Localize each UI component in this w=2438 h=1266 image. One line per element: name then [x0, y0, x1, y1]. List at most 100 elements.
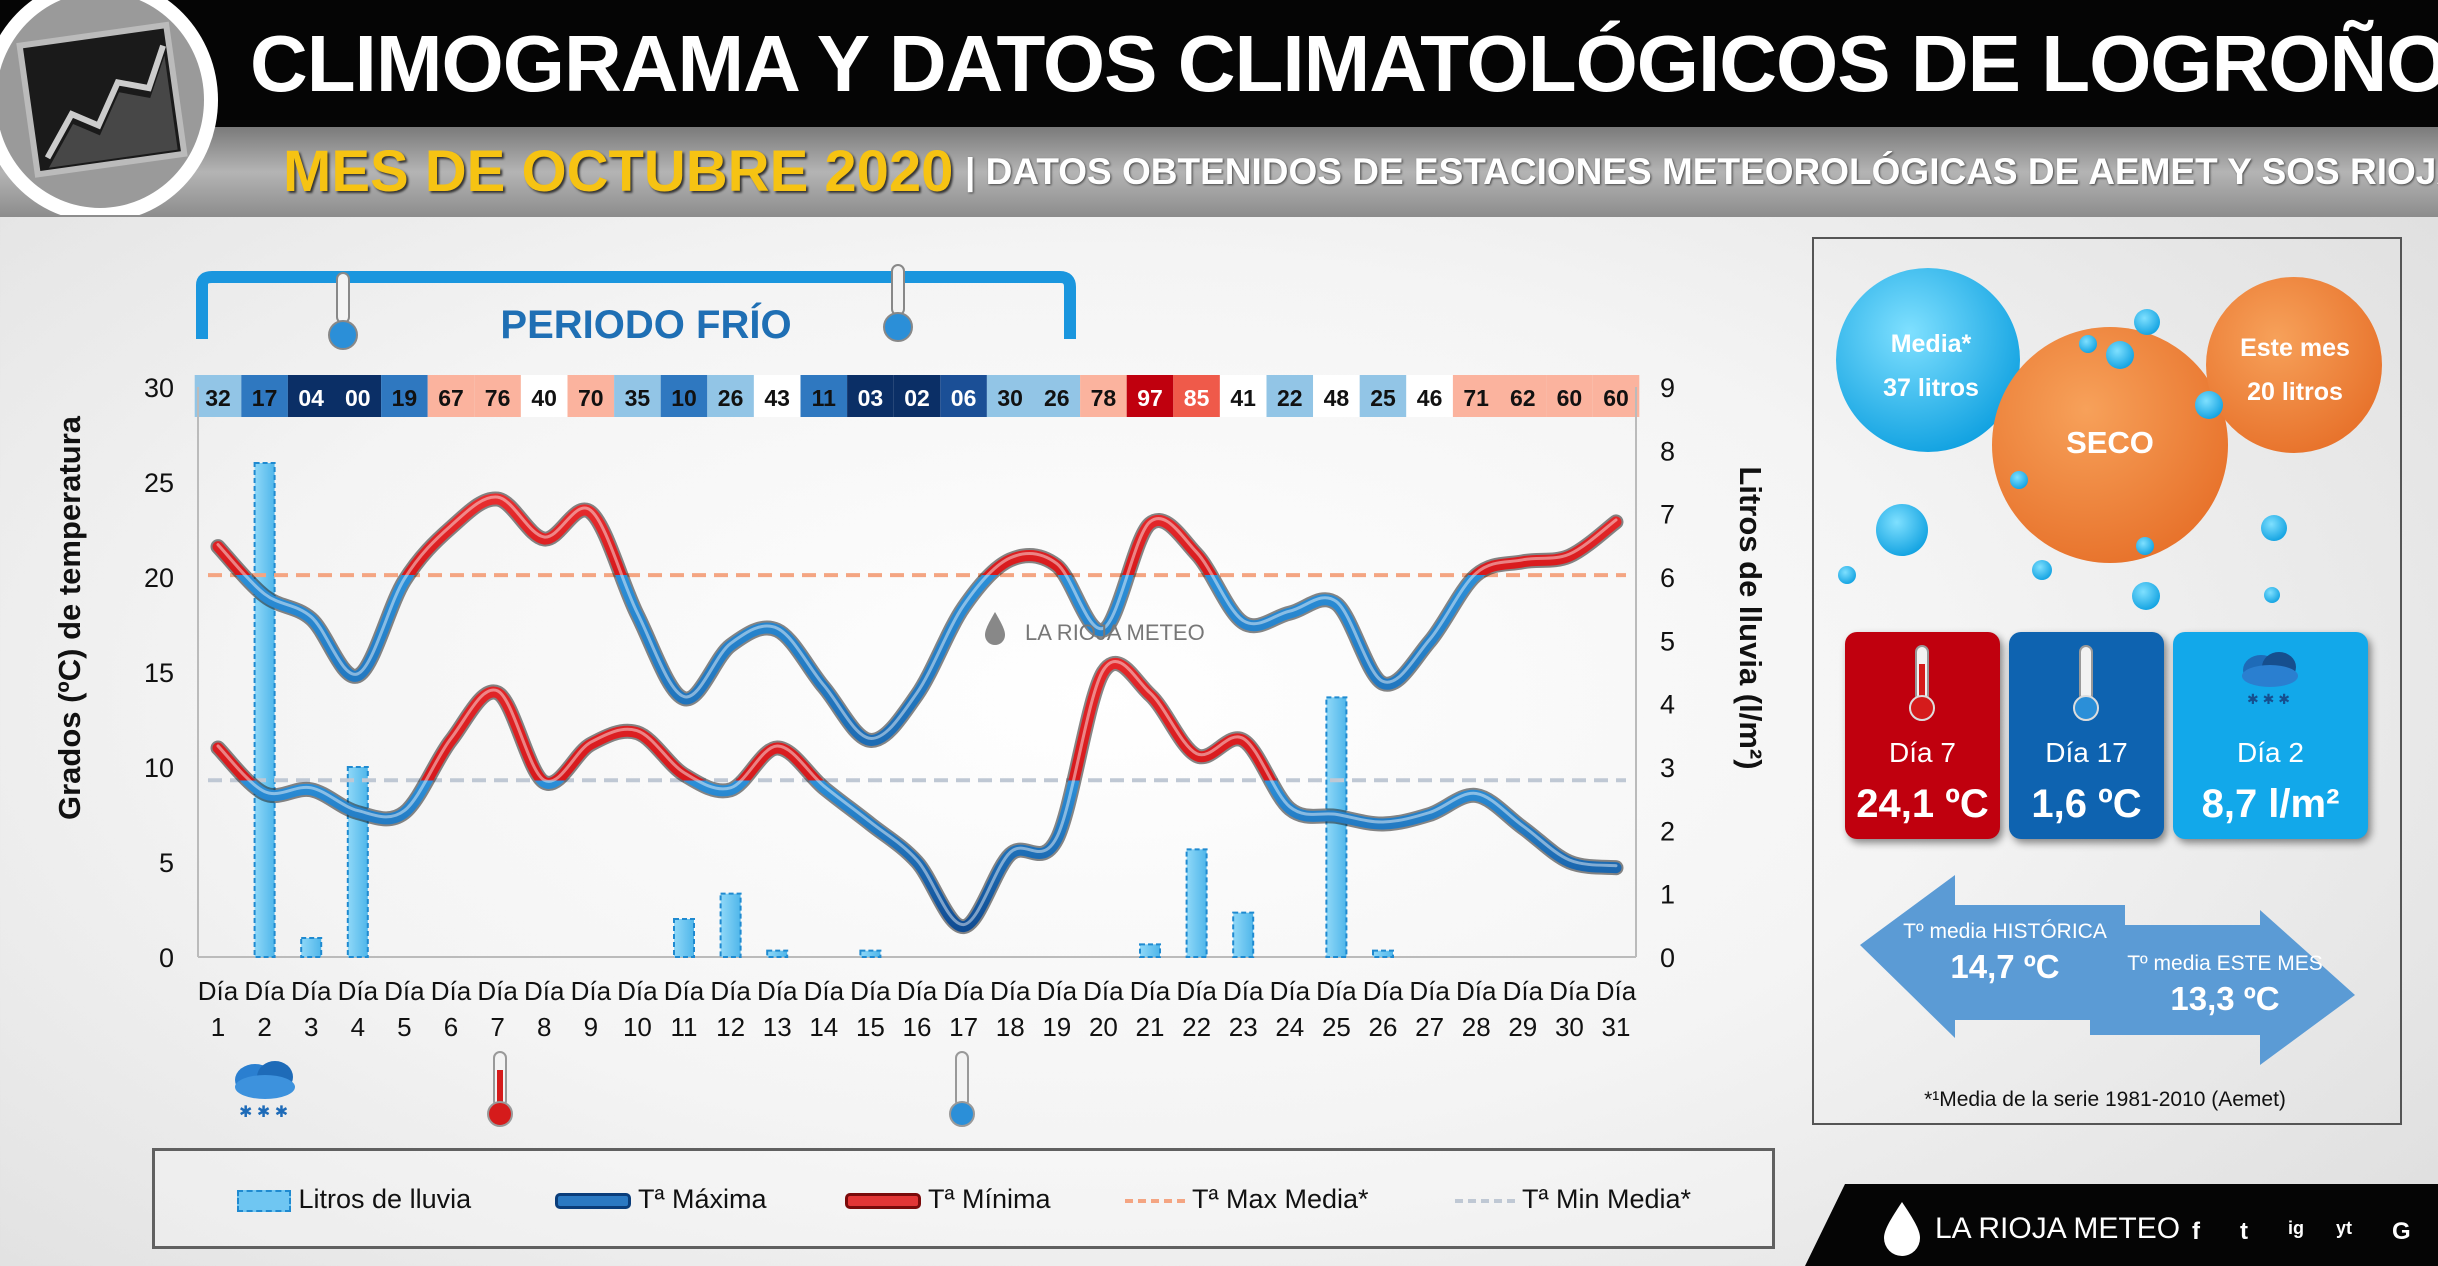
temperature-cell — [1173, 375, 1220, 417]
este-mes-label: Este mes — [2240, 334, 2350, 362]
x-tick-day-word: Día — [1223, 976, 1264, 1006]
mean-temp-arrows — [1860, 875, 2355, 1065]
x-tick-day-number: 17 — [949, 1012, 978, 1042]
temperature-cell — [1313, 375, 1360, 417]
x-tick-day-word: Día — [384, 976, 425, 1006]
temperature-cell — [707, 375, 754, 417]
x-tick-day-number: 28 — [1462, 1012, 1491, 1042]
legend-tmax-label: Tª Máxima — [638, 1184, 767, 1214]
temperature-cell-label: 97 — [1137, 385, 1163, 411]
x-tick-day-number: 10 — [623, 1012, 652, 1042]
tmin-line — [212, 658, 1622, 933]
x-tick-day-number: 19 — [1042, 1012, 1071, 1042]
thermometer-cold-icon — [328, 272, 358, 350]
historic-arrow — [1860, 875, 2125, 1038]
x-tick-day-word: Día — [710, 976, 751, 1006]
y-tick-right: 3 — [1660, 753, 1675, 783]
x-tick-day-number: 23 — [1229, 1012, 1258, 1042]
y-tick-right: 6 — [1660, 563, 1675, 593]
media-value: 37 litros — [1883, 374, 1979, 402]
temperature-cell — [753, 375, 801, 417]
page-title: CLIMOGRAMA Y DATOS CLIMATOLÓGICOS DE LOG… — [250, 19, 2438, 108]
youtube-icon[interactable]: yt — [2336, 1218, 2353, 1238]
y-tick-left: 15 — [144, 658, 174, 688]
rain-bar — [1325, 696, 1348, 958]
x-tick-day-word: Día — [850, 976, 891, 1006]
x-tick-day-word: Día — [1316, 976, 1357, 1006]
climograph-chart: PERIODO FRÍO 32 17 04 00 19 67 76 40 70 35 10 26 43 1… — [144, 264, 1675, 1042]
rain-bar — [346, 766, 369, 958]
x-tick-day-number: 12 — [716, 1012, 745, 1042]
temperature-cell — [893, 375, 941, 417]
chart-logo-icon — [0, 0, 230, 222]
thermometer-cold-icon — [947, 1050, 977, 1130]
temperature-cell-label: 30 — [997, 385, 1023, 411]
x-tick-day-number: 2 — [257, 1012, 271, 1042]
temperature-cell-label: 35 — [625, 385, 651, 411]
x-tick-day-number: 16 — [903, 1012, 932, 1042]
x-tick-day-word: Día — [664, 976, 705, 1006]
legend-item-tmax: Tª Máxima — [555, 1181, 767, 1217]
thermometer-hot-icon — [485, 1050, 515, 1130]
x-tick-day-word: Día — [571, 976, 612, 1006]
x-tick-day-number: 21 — [1136, 1012, 1165, 1042]
max-rain-card: ✱ ✱ ✱ Día 2 8,7 l/m² — [2173, 632, 2368, 839]
footer-brand: LA RIOJA METEO — [1935, 1212, 2181, 1245]
instagram-icon[interactable]: ig — [2288, 1218, 2304, 1238]
y-tick-right: 9 — [1660, 373, 1675, 403]
y-tick-right: 2 — [1660, 816, 1675, 846]
x-tick-day-number: 15 — [856, 1012, 885, 1042]
media-label: Media* — [1890, 330, 1972, 358]
x-tick-day-number: 30 — [1555, 1012, 1584, 1042]
x-tick-day-number: 18 — [996, 1012, 1025, 1042]
temperature-cell — [1499, 375, 1547, 417]
header-bar — [0, 0, 2438, 127]
temperature-cell-label: 70 — [578, 385, 604, 411]
x-tick-day-word: Día — [338, 976, 379, 1006]
snow-cloud-icon: ✱ ✱ ✱ — [225, 1055, 305, 1125]
historic-mean-value: 14,7 ºC — [1950, 948, 2060, 985]
svg-text:✱ ✱ ✱: ✱ ✱ ✱ — [239, 1104, 288, 1121]
x-tick-day-number: 22 — [1182, 1012, 1211, 1042]
tmax-line-highlight — [216, 495, 1618, 740]
rain-bar — [719, 892, 742, 959]
x-tick-day-number: 14 — [809, 1012, 838, 1042]
legend-item-rain: Litros de lluvia — [237, 1181, 471, 1217]
temperature-cell — [194, 375, 242, 417]
temperature-cell-label: 26 — [1044, 385, 1070, 411]
x-tick-day-word: Día — [1270, 976, 1311, 1006]
brand-logo-icon — [1880, 1200, 1924, 1258]
month-mean-value: 13,3 ºC — [2170, 980, 2280, 1017]
x-tick-day-number: 6 — [444, 1012, 458, 1042]
temperature-cell — [1546, 375, 1593, 417]
y-tick-left: 25 — [144, 468, 174, 498]
temperature-cell-label: 67 — [438, 385, 464, 411]
temperature-cell — [1033, 375, 1081, 417]
y-tick-left: 10 — [144, 753, 174, 783]
x-tick-day-word: Día — [990, 976, 1031, 1006]
legend-item-minmean: Tª Min Media* — [1455, 1181, 1691, 1217]
temperature-cell — [800, 375, 848, 417]
rain-bar — [253, 462, 276, 958]
temperature-cell — [660, 375, 708, 417]
temperature-cell-label: 85 — [1184, 385, 1210, 411]
status-bubble — [1992, 327, 2228, 563]
rain-bubbles — [1836, 268, 2382, 610]
twitter-icon[interactable]: t — [2240, 1218, 2248, 1245]
temperature-cell — [1266, 375, 1314, 417]
x-tick-day-word: Día — [943, 976, 984, 1006]
temperature-cell — [1219, 375, 1267, 417]
temperature-cell — [567, 375, 615, 417]
google-icon[interactable]: G — [2392, 1218, 2411, 1245]
temperature-cell-label: 60 — [1557, 385, 1583, 411]
historic-mean: Tº media HISTÓRICA 14,7 ºC — [1890, 920, 2120, 986]
legend-rain-label: Litros de lluvia — [298, 1184, 472, 1214]
temperature-cell — [1080, 375, 1127, 417]
min-temp-value: 1,6 ºC — [2031, 782, 2142, 826]
y-axis-left-title: Grados (ºC) de temperatura — [52, 415, 87, 821]
facebook-icon[interactable]: f — [2192, 1218, 2200, 1245]
x-tick-day-number: 26 — [1369, 1012, 1398, 1042]
x-tick-day-word: Día — [1596, 976, 1637, 1006]
temperature-cell-label: 25 — [1370, 385, 1396, 411]
temperature-cell-label: 60 — [1603, 385, 1629, 411]
